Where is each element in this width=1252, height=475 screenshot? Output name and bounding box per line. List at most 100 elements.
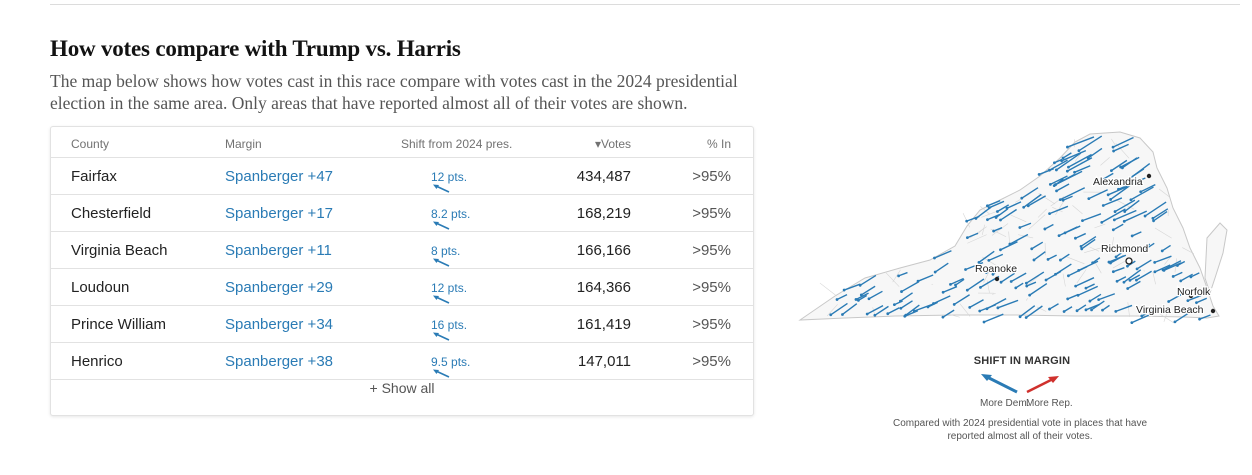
county-line: [1084, 247, 1103, 253]
county-line: [1182, 247, 1195, 255]
shift-label: 8 pts.: [431, 244, 461, 258]
shift-arrowhead: [1024, 316, 1028, 319]
shift-arrows: [829, 135, 1211, 325]
shift-arrowhead: [1173, 320, 1177, 324]
column-header-pct-in[interactable]: % In: [706, 137, 731, 151]
table-row[interactable]: Loudoun Spanberger +29 12 pts. 164,366 >95%: [51, 269, 753, 306]
shift-arrowhead: [965, 288, 969, 292]
shift-arrow: [1026, 281, 1037, 287]
column-header-county[interactable]: County: [71, 137, 110, 151]
shift-arrowhead: [1058, 198, 1062, 202]
shift-arrow: [1101, 208, 1126, 224]
shift-arrowhead: [1186, 299, 1190, 303]
shift-arrow: [900, 300, 913, 309]
table-row[interactable]: Fairfax Spanberger +47 12 pts. 434,487 >95%: [51, 158, 753, 195]
shift-arrowhead: [999, 218, 1002, 222]
shift-arrow: [1025, 305, 1043, 319]
shift-arrowhead: [1152, 219, 1155, 223]
shift-arrow: [1038, 168, 1054, 176]
shift-arrowhead: [1139, 190, 1143, 194]
shift-arrow: [1154, 264, 1171, 273]
shift-arrow: [1131, 231, 1142, 237]
county-line: [1010, 214, 1027, 223]
table-row[interactable]: Virginia Beach Spanberger +11 8 pts. 166,16…: [51, 232, 753, 269]
shift-arrowhead: [900, 290, 903, 293]
shift-arrow: [1102, 304, 1110, 311]
pct-in-value: >95%: [692, 353, 731, 370]
column-header-margin[interactable]: Margin: [225, 137, 262, 151]
shift-arrowhead: [858, 283, 862, 287]
shift-arrow: [1107, 182, 1135, 196]
shift-arrow-icon: [431, 365, 454, 379]
table-row[interactable]: Chesterfield Spanberger +17 8.2 pts. 168,21…: [51, 195, 753, 232]
county-name: Fairfax: [71, 168, 117, 185]
shift-arrowhead: [1125, 179, 1128, 183]
county-name: Loudoun: [71, 279, 130, 296]
shift-arrow: [836, 294, 848, 301]
county-line: [1164, 257, 1171, 265]
shift-arrow: [997, 204, 1010, 213]
table-row[interactable]: Henrico Spanberger +38 9.5 pts. 147,011 >95%: [51, 343, 753, 380]
results-table: County Margin Shift from 2024 pres. ▾Vot…: [50, 126, 754, 416]
shift-arrow: [942, 309, 955, 318]
shift-arrow: [1056, 183, 1070, 192]
votes-value: 164,366: [576, 279, 631, 296]
shift-arrow: [1152, 208, 1169, 219]
shift-arrowhead: [1115, 279, 1119, 283]
shift-arrowhead: [992, 229, 996, 233]
shift-value: 16 pts.: [431, 318, 551, 341]
column-header-votes[interactable]: ▾Votes: [594, 137, 631, 151]
county-line: [1062, 273, 1066, 287]
shift-arrowhead: [897, 274, 900, 278]
shift-arrow: [1153, 211, 1168, 222]
roanoke-marker: [994, 276, 1000, 282]
county-line: [1174, 310, 1191, 313]
shift-arrow: [1089, 293, 1102, 302]
shift-arrow: [842, 303, 858, 316]
shift-arrow: [1097, 172, 1114, 183]
county-line: [1111, 237, 1114, 252]
page-title: How votes compare with Trump vs. Harris: [50, 36, 461, 61]
margin-value: Spanberger +29: [225, 279, 334, 296]
shift-arrow: [1000, 208, 1017, 221]
shift-arrowhead: [1151, 216, 1155, 220]
shift-arrowhead: [965, 236, 969, 240]
shift-arrowhead: [892, 303, 896, 307]
shift-arrowhead: [941, 290, 945, 294]
shift-arrow: [1112, 223, 1124, 231]
shift-arrowhead: [1101, 308, 1104, 312]
shift-arrow: [1112, 136, 1134, 148]
shift-arrow: [1103, 197, 1123, 207]
shift-arrowhead: [1074, 284, 1078, 288]
alexandria-marker: [1146, 173, 1152, 179]
shift-arrowhead: [999, 248, 1002, 252]
shift-label: 9.5 pts.: [431, 355, 471, 369]
shift-arrowhead: [1005, 206, 1009, 210]
shift-arrow: [1067, 157, 1093, 172]
shift-arrowhead: [1022, 205, 1026, 209]
shift-arrow: [859, 274, 877, 286]
table-row[interactable]: Prince William Spanberger +34 16 pts. 161,4…: [51, 306, 753, 343]
shift-arrow-icon: [431, 328, 454, 342]
shift-arrow: [1060, 253, 1070, 261]
show-all-button[interactable]: + Show all: [369, 380, 435, 396]
shift-arrow: [1021, 187, 1039, 199]
shift-arrow: [1087, 147, 1103, 159]
shift-arrow: [955, 278, 965, 286]
shift-arrow: [950, 277, 964, 286]
shift-arrow: [966, 215, 980, 222]
shift-arrow: [1050, 175, 1068, 185]
shift-arrow: [988, 200, 1005, 209]
county-name: Chesterfield: [71, 205, 152, 222]
shift-arrowhead: [1143, 214, 1147, 218]
shift-arrowhead: [1167, 300, 1171, 303]
county-line: [819, 282, 837, 297]
shift-label: 12 pts.: [431, 281, 468, 295]
shift-arrowhead: [987, 258, 991, 262]
shift-arrowhead: [996, 210, 999, 213]
shift-arrow: [1120, 156, 1140, 168]
column-header-shift[interactable]: Shift from 2024 pres.: [401, 137, 513, 151]
shift-arrowhead: [1084, 286, 1088, 290]
shift-arrow: [1136, 270, 1152, 281]
shift-arrow-icon: [431, 254, 454, 268]
